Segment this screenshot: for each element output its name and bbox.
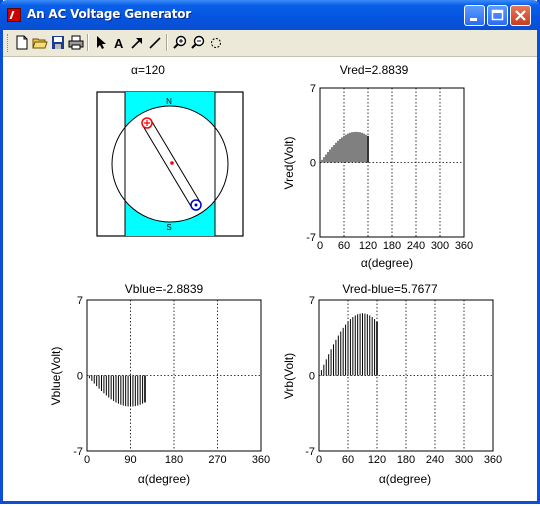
insert-text-button[interactable]: A bbox=[111, 34, 127, 51]
rotor-axis-dot bbox=[170, 161, 174, 165]
vrb-x-tick-label: 0 bbox=[316, 454, 322, 466]
vred-x-tick-label: 0 bbox=[317, 240, 323, 252]
vrb-y-tick-label: 7 bbox=[309, 295, 315, 307]
vblue-chart: Vblue=-2.8839 0 90 180 270 360-707 α(degree)… bbox=[49, 282, 270, 486]
vred-x-tick-label: 120 bbox=[359, 240, 377, 252]
vblue-x-tick-label: 360 bbox=[252, 454, 270, 466]
minimize-icon bbox=[470, 18, 477, 21]
printer-icon bbox=[68, 35, 84, 50]
close-icon bbox=[515, 10, 526, 21]
vred-x-tick-label: 300 bbox=[431, 240, 449, 252]
letter-a-icon: A bbox=[114, 36, 124, 51]
red-terminal-plus bbox=[144, 120, 150, 126]
insert-line-button[interactable] bbox=[147, 34, 163, 51]
figure-svg: α=120 N S Vred=2.8839 0 60 120 180 240 300 3 bbox=[49, 63, 502, 486]
open-file-button[interactable] bbox=[32, 34, 48, 51]
vrb-x-label: α(degree) bbox=[379, 472, 431, 486]
zoom-out-icon bbox=[191, 35, 205, 49]
toolbar-grip[interactable] bbox=[7, 34, 11, 52]
diagonal-arrow-icon bbox=[131, 38, 142, 49]
rotate-button[interactable] bbox=[208, 34, 224, 51]
vblue-x-tick-label: 90 bbox=[124, 454, 136, 466]
title-bar[interactable]: An AC Voltage Generator bbox=[0, 0, 540, 30]
toolbar-separator bbox=[166, 34, 168, 51]
toolbar-separator bbox=[87, 34, 89, 51]
vred-y-tick-label: -7 bbox=[306, 232, 316, 244]
vblue-x-tick-label: 0 bbox=[84, 454, 90, 466]
north-pole-label: N bbox=[166, 97, 172, 106]
figure-toolbar: A bbox=[3, 30, 537, 57]
zoom-out-button[interactable] bbox=[190, 34, 206, 51]
south-pole-label: S bbox=[166, 223, 171, 232]
generator-angle-title: α=120 bbox=[131, 63, 165, 77]
maximize-icon bbox=[491, 9, 504, 21]
vrb-chart-title: Vred-blue=5.7677 bbox=[342, 282, 438, 296]
vrb-y-label: Vrb(Volt) bbox=[282, 353, 296, 399]
vred-y-label: Vred(Volt) bbox=[282, 137, 296, 190]
vrb-x-tick-label: 60 bbox=[342, 454, 354, 466]
vrb-x-tick-label: 120 bbox=[368, 454, 386, 466]
vrb-x-tick-label: 360 bbox=[484, 454, 502, 466]
vrb-x-tick-label: 300 bbox=[455, 454, 473, 466]
vred-chart-title: Vred=2.8839 bbox=[340, 63, 409, 77]
vrb-chart: Vred-blue=5.7677 0 60 120 180 240 300 360-707 … bbox=[282, 282, 502, 486]
vred-chart: Vred=2.8839 0 60 120 180 240 300 360-707 α(deg… bbox=[282, 63, 473, 270]
figure-canvas: α=120 N S Vred=2.8839 0 60 120 180 240 300 3 bbox=[3, 57, 537, 501]
vblue-x-tick-label: 180 bbox=[165, 454, 183, 466]
diagonal-line-icon bbox=[149, 37, 161, 49]
vblue-y-tick-label: 0 bbox=[77, 371, 83, 383]
save-button[interactable] bbox=[50, 34, 66, 51]
insert-arrow-button[interactable] bbox=[129, 34, 145, 51]
open-folder-icon bbox=[32, 38, 48, 49]
window-title: An AC Voltage Generator bbox=[27, 7, 191, 21]
vrb-x-tick-label: 180 bbox=[397, 454, 415, 466]
vred-x-tick-label: 60 bbox=[338, 240, 350, 252]
print-button[interactable] bbox=[68, 34, 84, 51]
zoom-in-button[interactable] bbox=[172, 34, 188, 51]
vblue-x-tick-label: 270 bbox=[208, 454, 226, 466]
new-file-icon bbox=[16, 35, 28, 50]
vblue-x-label: α(degree) bbox=[138, 472, 190, 486]
vred-x-tick-label: 360 bbox=[455, 240, 473, 252]
vblue-chart-title: Vblue=-2.8839 bbox=[125, 282, 204, 296]
vred-y-tick-label: 0 bbox=[310, 158, 316, 170]
vblue-y-label: Vblue(Volt) bbox=[49, 347, 63, 406]
floppy-disk-icon bbox=[52, 36, 64, 49]
vrb-y-tick-label: -7 bbox=[305, 446, 315, 458]
maximize-button[interactable] bbox=[487, 5, 508, 26]
matlab-app-icon bbox=[7, 8, 21, 22]
vred-y-tick-label: 7 bbox=[310, 83, 316, 95]
generator-panel: α=120 N S bbox=[96, 63, 244, 237]
blue-terminal-dot bbox=[194, 203, 198, 207]
vblue-y-tick-label: -7 bbox=[73, 446, 83, 458]
vrb-x-tick-label: 240 bbox=[426, 454, 444, 466]
vred-x-tick-label: 180 bbox=[383, 240, 401, 252]
vrb-y-tick-label: 0 bbox=[309, 371, 315, 383]
vred-x-label: α(degree) bbox=[361, 256, 413, 270]
new-file-button[interactable] bbox=[14, 34, 30, 51]
select-arrow-button[interactable] bbox=[93, 34, 109, 51]
minimize-button[interactable] bbox=[464, 5, 485, 26]
svg-text:A: A bbox=[114, 36, 124, 51]
vblue-y-tick-label: 7 bbox=[77, 295, 83, 307]
cursor-arrow-icon bbox=[97, 36, 106, 49]
zoom-in-icon bbox=[173, 35, 187, 49]
rotate-icon bbox=[211, 38, 221, 48]
vred-x-tick-label: 240 bbox=[407, 240, 425, 252]
close-button[interactable] bbox=[510, 5, 531, 26]
